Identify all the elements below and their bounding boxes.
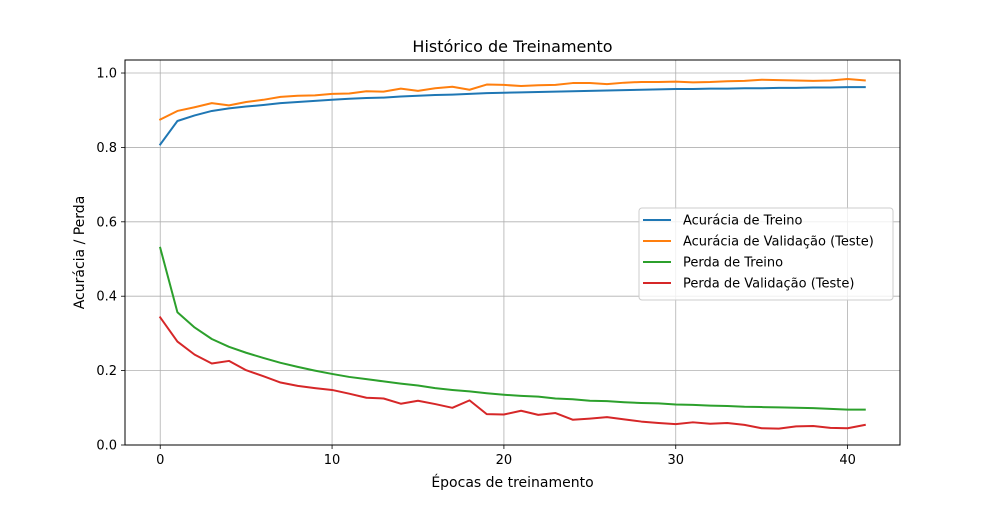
y-tick-label: 0.0	[96, 439, 117, 454]
series-line-2	[159, 246, 866, 411]
legend-box	[638, 207, 894, 301]
series-line-3	[158, 316, 866, 430]
y-tick-label: 1.0	[96, 67, 117, 82]
y-axis-label: Acurácia / Perda	[72, 196, 88, 310]
grid	[125, 60, 900, 446]
series-line-1	[158, 77, 866, 121]
chart-title: Histórico de Treinamento	[412, 37, 612, 56]
x-tick-label: 20	[496, 453, 513, 468]
axis-ticks: 0 10 20 30 40 0.0 0.2 0.4 0.6 0.8 1.0	[96, 67, 856, 468]
series-lines	[158, 77, 866, 430]
y-tick-label: 0.8	[96, 141, 117, 156]
x-tick-label: 30	[667, 453, 684, 468]
x-axis-label: Épocas de treinamento	[431, 474, 593, 491]
legend-label-3: Perda de Validação (Teste)	[683, 277, 854, 292]
y-tick-label: 0.6	[96, 215, 117, 230]
plot-frame	[124, 59, 901, 446]
x-tick-label: 0	[156, 453, 164, 468]
legend-label-1: Acurácia de Validação (Teste)	[683, 235, 874, 250]
x-tick-label: 40	[839, 453, 856, 468]
y-tick-label: 0.2	[96, 364, 117, 379]
legend-label-0: Acurácia de Treino	[683, 214, 803, 229]
legend-label-2: Perda de Treino	[683, 256, 783, 271]
series-line-0	[158, 86, 866, 146]
legend: Acurácia de Treino Acurácia de Validação …	[638, 207, 894, 301]
y-tick-label: 0.4	[96, 290, 117, 305]
x-tick-label: 10	[324, 453, 341, 468]
